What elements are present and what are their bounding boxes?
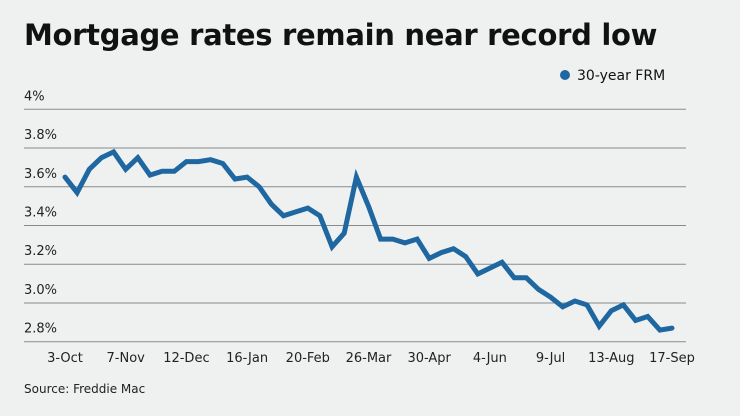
legend-marker: [560, 70, 570, 80]
y-tick-label: 3.0%: [24, 283, 57, 298]
y-tick-label: 2.8%: [24, 322, 57, 337]
x-tick-label: 26-Mar: [346, 351, 392, 366]
x-tick-label: 17-Sep: [649, 351, 695, 366]
x-tick-label: 16-Jan: [226, 351, 268, 366]
x-tick-label: 4-Jun: [473, 351, 507, 366]
x-tick-label: 30-Apr: [407, 351, 451, 366]
x-tick-label: 12-Dec: [163, 351, 209, 366]
chart-title: Mortgage rates remain near record low: [24, 18, 658, 52]
y-tick-label: 3.8%: [24, 128, 57, 143]
x-tick-label: 9-Jul: [536, 351, 565, 366]
x-tick-label: 3-Oct: [47, 351, 83, 366]
x-tick-label: 13-Aug: [588, 351, 634, 366]
x-tick-label: 20-Feb: [286, 351, 330, 366]
y-tick-label: 3.6%: [24, 167, 57, 182]
source-note: Source: Freddie Mac: [24, 382, 146, 396]
y-tick-label: 3.4%: [24, 206, 57, 221]
x-tick-label: 7-Nov: [107, 351, 146, 366]
y-tick-label: 3.2%: [24, 244, 57, 259]
legend-label: 30-year FRM: [577, 68, 665, 84]
y-tick-label: 4%: [24, 89, 45, 104]
